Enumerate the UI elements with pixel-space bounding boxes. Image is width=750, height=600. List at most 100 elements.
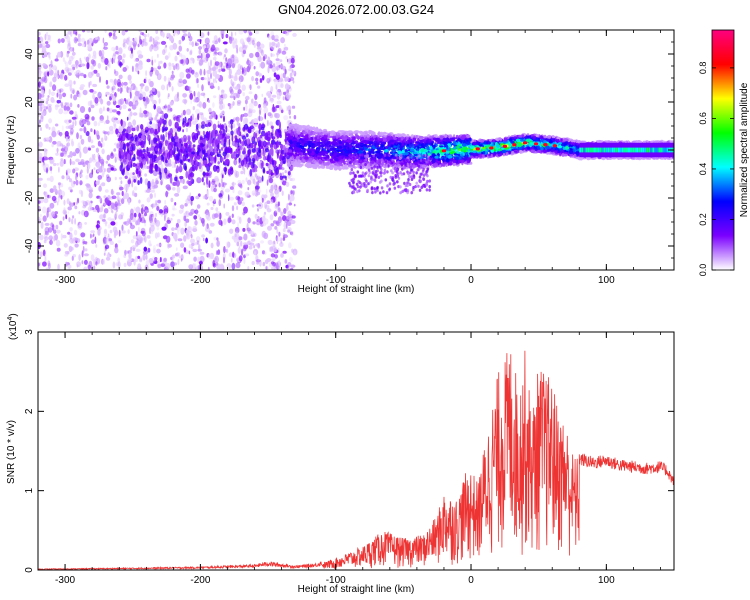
spectrogram-cell bbox=[212, 123, 217, 130]
spectrogram-cell bbox=[202, 220, 205, 227]
spectrogram-cell bbox=[182, 185, 188, 190]
spectrogram-cell bbox=[171, 161, 175, 169]
spectrogram-cell bbox=[114, 201, 118, 208]
spectrogram-cell bbox=[39, 251, 43, 258]
spectrogram-cell bbox=[223, 203, 225, 209]
spectrogram-cell bbox=[278, 164, 283, 170]
spectrogram-cell bbox=[236, 129, 241, 136]
spectrogram-cell bbox=[165, 131, 168, 138]
spectrogram-cell bbox=[290, 55, 295, 59]
spectrogram-cell bbox=[202, 195, 207, 200]
spectrogram-cell bbox=[132, 172, 135, 176]
spectrogram-cell bbox=[219, 51, 223, 57]
spectrogram-cell bbox=[172, 187, 176, 191]
spectrogram-cell bbox=[51, 195, 57, 202]
spectrogram-cell bbox=[132, 216, 137, 223]
spectrogram-cell bbox=[228, 74, 232, 79]
spectrogram-cell bbox=[284, 259, 288, 264]
spectrogram-cell bbox=[157, 72, 161, 80]
spectrogram-cell bbox=[254, 173, 258, 178]
spectrogram-cell bbox=[157, 137, 160, 142]
spectrogram-cell bbox=[213, 95, 217, 99]
spectrogram-cell bbox=[69, 102, 73, 108]
spectrogram-cell bbox=[60, 38, 65, 43]
spectrogram-cell bbox=[73, 94, 78, 101]
spectrogram-cell bbox=[206, 202, 210, 206]
spectrogram-cell bbox=[283, 208, 287, 214]
spectrogram-cell bbox=[177, 117, 181, 123]
spectrogram-cell bbox=[63, 199, 66, 206]
spectrogram-cell bbox=[73, 229, 78, 236]
spectrogram-cell bbox=[186, 108, 191, 116]
spectrogram-cell bbox=[169, 45, 174, 51]
spectrogram-cell bbox=[185, 68, 190, 73]
spectrogram-cell bbox=[89, 157, 92, 164]
spectrogram-cell bbox=[221, 89, 225, 93]
spectrogram-cell bbox=[40, 42, 46, 49]
spectrogram-cell bbox=[238, 138, 241, 143]
spectrogram-cell bbox=[229, 196, 235, 201]
spectrogram-cell bbox=[180, 54, 186, 61]
spectrogram-cell bbox=[271, 94, 277, 98]
spectrogram-cell bbox=[138, 170, 141, 177]
spectrogram-cell bbox=[217, 140, 222, 144]
spectrogram-cell bbox=[128, 89, 131, 94]
spectrogram-cell bbox=[137, 218, 141, 226]
spectrogram-cell bbox=[119, 98, 125, 105]
spectrogram-cell bbox=[251, 260, 255, 266]
spectrogram-cell bbox=[48, 118, 53, 124]
spectrogram-cell bbox=[270, 146, 274, 153]
spectrogram-cell bbox=[243, 147, 246, 154]
spectrogram-cell bbox=[44, 230, 47, 235]
spectrogram-cell bbox=[160, 134, 163, 141]
spectrogram-cell bbox=[234, 86, 240, 90]
spectrogram-cell bbox=[75, 60, 79, 66]
spectrogram-cell bbox=[187, 226, 192, 233]
spectrogram-cell bbox=[138, 64, 143, 70]
spectrogram-cell bbox=[66, 52, 69, 58]
spectrogram-cell bbox=[98, 107, 103, 115]
spectrogram-cell bbox=[262, 56, 266, 62]
spectrogram-cell bbox=[87, 162, 91, 170]
spectrogram-cell bbox=[104, 58, 109, 65]
spectrogram-cell bbox=[207, 81, 211, 86]
spectrogram-cell bbox=[53, 162, 57, 167]
spectrogram-cell bbox=[149, 127, 155, 134]
spectrogram-cell bbox=[78, 189, 83, 195]
spectrogram-cell bbox=[195, 123, 199, 130]
spectrogram-cell bbox=[218, 212, 221, 220]
spectrogram-cell bbox=[241, 141, 244, 147]
spectrogram-cell bbox=[254, 213, 258, 219]
spectrogram-cell bbox=[60, 152, 64, 157]
spectrogram-cell bbox=[177, 218, 181, 224]
spectrogram-cell bbox=[273, 210, 278, 217]
spectrogram-cell bbox=[95, 36, 98, 40]
spectrogram-cell bbox=[105, 79, 109, 85]
spectrogram-cell bbox=[266, 200, 271, 204]
spectrogram-cell bbox=[223, 115, 225, 123]
spectrogram-cell bbox=[242, 246, 247, 252]
spectrogram-cell bbox=[46, 177, 51, 181]
spectrogram-cell bbox=[45, 41, 49, 45]
spectrogram-cell bbox=[75, 64, 78, 69]
spectrogram-cell bbox=[103, 208, 109, 214]
spectrogram-cell bbox=[184, 210, 190, 218]
spectrogram-cell bbox=[279, 59, 283, 63]
spectrogram-cell bbox=[232, 92, 238, 99]
spectrogram-cell bbox=[291, 215, 296, 219]
spectrogram-cell bbox=[203, 68, 206, 76]
spectrogram-cell bbox=[108, 32, 113, 37]
spectrogram-cell bbox=[116, 192, 121, 196]
spectrogram-cell bbox=[171, 207, 177, 211]
spectrogram-cell bbox=[77, 161, 83, 166]
spectrogram-cell bbox=[189, 57, 194, 64]
spectrogram-cell bbox=[233, 202, 237, 206]
spectrogram-cell bbox=[40, 115, 44, 123]
spectrogram-cell bbox=[96, 207, 100, 213]
spectrogram-cell bbox=[287, 210, 292, 217]
spectrogram-cell bbox=[212, 40, 216, 44]
spectrogram-cell bbox=[98, 50, 102, 57]
spectrogram-cell bbox=[150, 168, 153, 173]
spectrogram-cell bbox=[90, 254, 95, 261]
